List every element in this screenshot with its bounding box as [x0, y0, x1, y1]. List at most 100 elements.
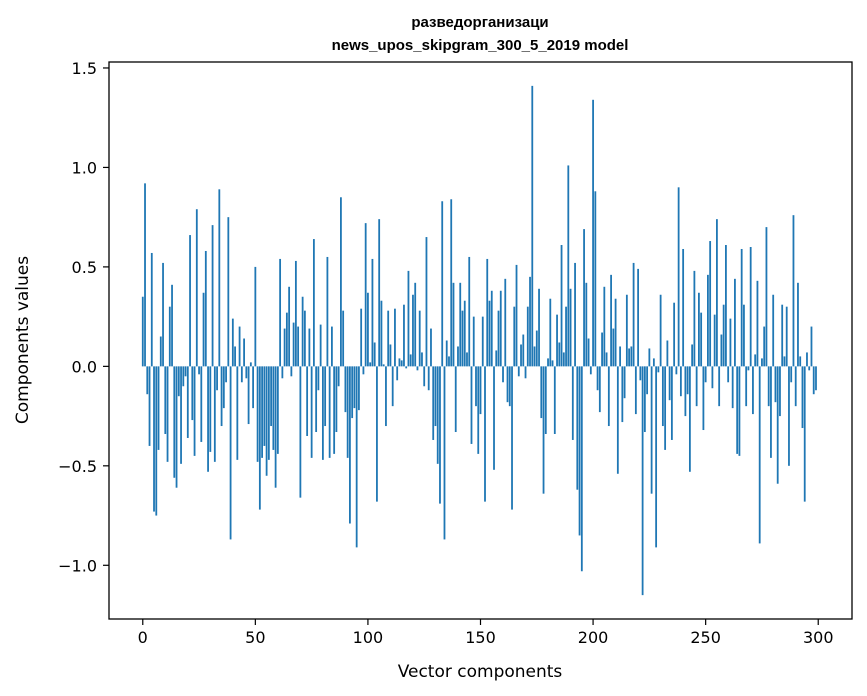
- bar: [256, 366, 259, 462]
- bar: [493, 366, 495, 470]
- bar: [734, 278, 736, 367]
- x-tick-label: 50: [245, 628, 265, 647]
- bar: [772, 294, 775, 367]
- bar: [574, 262, 576, 367]
- bar: [436, 366, 439, 464]
- bar: [344, 366, 347, 413]
- bar: [191, 366, 194, 421]
- bar: [225, 366, 227, 383]
- bar: [716, 219, 718, 367]
- bar: [207, 366, 209, 472]
- bar: [173, 366, 176, 478]
- bar: [459, 282, 462, 367]
- bar: [650, 366, 653, 494]
- plot-frame: [108, 61, 853, 620]
- bar: [236, 366, 239, 460]
- bar: [452, 282, 455, 367]
- bar: [391, 366, 394, 407]
- bar: [337, 366, 340, 387]
- bar: [258, 366, 261, 510]
- bar: [378, 219, 381, 367]
- bar: [301, 296, 304, 367]
- bar: [180, 366, 182, 464]
- bar: [200, 366, 203, 442]
- bar: [598, 366, 601, 413]
- bar: [222, 366, 225, 409]
- bar: [792, 215, 795, 367]
- bar: [520, 344, 522, 367]
- bar: [607, 366, 610, 427]
- bar: [331, 326, 333, 367]
- bar: [558, 342, 561, 367]
- bar: [765, 227, 768, 367]
- bar: [371, 258, 374, 367]
- bar: [691, 344, 694, 367]
- bar: [186, 366, 189, 438]
- bar: [227, 217, 230, 367]
- bar: [234, 346, 236, 367]
- bar: [274, 366, 277, 488]
- bar: [806, 352, 808, 367]
- bar: [709, 241, 712, 367]
- bar: [619, 346, 621, 367]
- bar: [423, 366, 426, 387]
- bar: [412, 294, 414, 367]
- bar: [576, 366, 579, 490]
- bar: [171, 284, 173, 367]
- bar-series: [141, 85, 817, 596]
- bar: [535, 330, 538, 367]
- bar: [414, 282, 417, 367]
- bar: [625, 294, 628, 367]
- bar: [679, 366, 682, 397]
- bar: [641, 366, 644, 596]
- bar: [655, 366, 658, 548]
- bar: [360, 308, 363, 367]
- bar: [362, 366, 365, 375]
- bar: [736, 366, 739, 454]
- bar: [290, 366, 293, 377]
- bar: [499, 290, 502, 367]
- bar: [425, 237, 428, 367]
- bar: [637, 268, 640, 367]
- bar: [211, 225, 214, 367]
- bar: [488, 300, 491, 367]
- bar: [472, 316, 475, 367]
- bar: [553, 366, 556, 434]
- bar: [367, 292, 369, 367]
- bar: [502, 366, 504, 383]
- bar: [216, 366, 218, 391]
- bar: [614, 298, 617, 367]
- bar: [175, 366, 178, 488]
- bar: [812, 366, 815, 395]
- bar: [441, 201, 444, 367]
- bar: [756, 280, 759, 367]
- bar: [664, 366, 667, 450]
- bar: [567, 165, 570, 367]
- bar: [486, 258, 489, 367]
- x-tick-label: 300: [803, 628, 834, 647]
- bar: [749, 247, 752, 367]
- bar: [634, 366, 637, 415]
- bar: [707, 274, 709, 367]
- bar: [353, 366, 356, 409]
- bar: [463, 300, 466, 367]
- bar: [490, 290, 493, 367]
- bar: [380, 300, 383, 367]
- bar: [355, 366, 358, 548]
- bar: [349, 366, 351, 524]
- bar: [740, 248, 743, 367]
- bar: [652, 358, 655, 367]
- bar: [443, 366, 446, 540]
- bar: [204, 250, 207, 367]
- bar: [506, 366, 509, 403]
- bar: [407, 270, 410, 367]
- bar: [317, 366, 320, 391]
- bar: [157, 366, 160, 450]
- bar: [783, 356, 786, 367]
- bar: [373, 342, 376, 367]
- bar: [292, 322, 295, 367]
- bar: [153, 366, 155, 512]
- bar: [168, 306, 171, 367]
- bar: [445, 340, 448, 367]
